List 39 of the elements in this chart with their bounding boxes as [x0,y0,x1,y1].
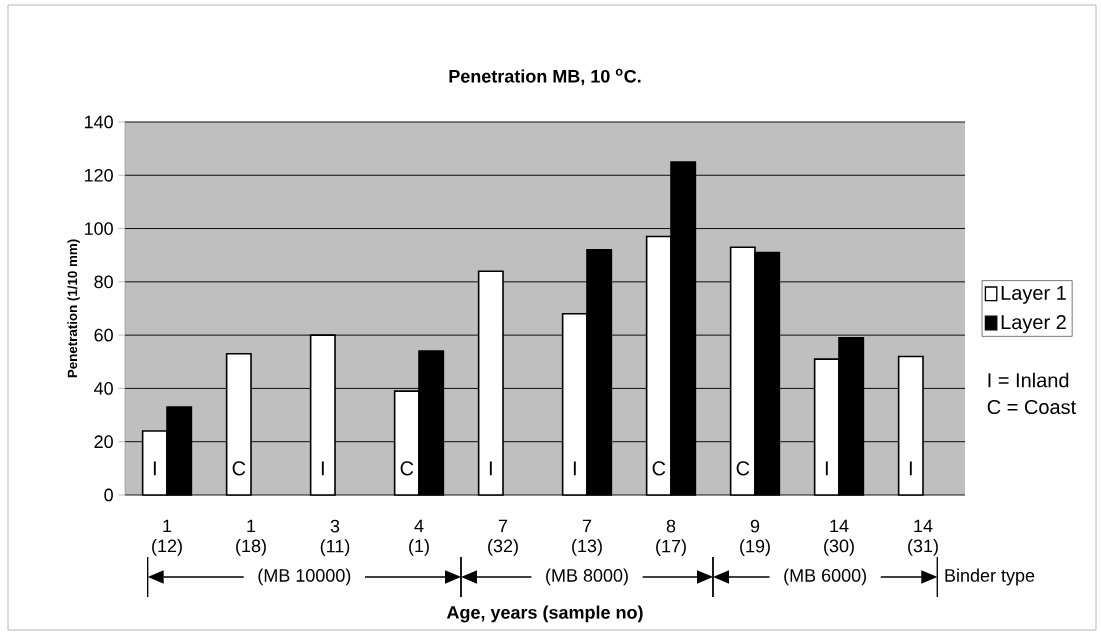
annotation: I [573,461,576,476]
chart-title: Penetration MB, 10 $^{o}$C. [449,68,641,86]
text: Binder type [945,568,1035,586]
annotation: I [489,461,492,476]
y-tick-label: 120 [84,168,113,182]
x-tick-label: 3 (11) [320,519,350,556]
annotation: I [909,461,912,476]
x-tick-label: 4 (1) [409,519,429,556]
legend-label: Layer 2 [1001,315,1066,334]
legend-label: Layer 1 [1001,285,1066,304]
x-tick-label: 1 (18) [236,519,266,556]
y-axis-title: Penetration (1/10 mm) [67,239,80,378]
y-tick-label: 40 [94,382,113,395]
annotation: C [652,461,666,476]
annotation: C [232,461,246,476]
text: C = Coast [987,399,1077,415]
x-tick-label: 7 (13) [572,519,602,556]
x-tick-label: 14 (30) [824,519,854,556]
text: (MB 6000) [784,568,867,586]
annotation: C [400,461,414,476]
annotation: C [736,461,750,476]
x-tick-label: 14 (31) [908,519,938,556]
text: (MB 10000) [258,568,351,586]
y-tick-label: 140 [84,115,113,129]
text: I = Inland [988,372,1069,388]
y-tick-label: 100 [84,222,113,235]
annotation: I [153,461,156,476]
text: (MB 8000) [546,568,628,586]
y-tick-label: 0 [104,488,113,502]
x-tick-label: 8 (17) [656,519,686,556]
y-tick-label: 60 [94,328,113,342]
y-tick-label: 20 [94,435,113,449]
x-axis-title: Age, years (sample no) [446,605,643,623]
annotation: I [825,461,828,476]
x-tick-label: 7 (32) [488,519,518,556]
y-tick-label: 80 [94,275,113,289]
x-tick-label: 9 (19) [740,519,770,556]
annotation: I [321,461,324,476]
x-tick-label: 1 (12) [152,519,182,556]
